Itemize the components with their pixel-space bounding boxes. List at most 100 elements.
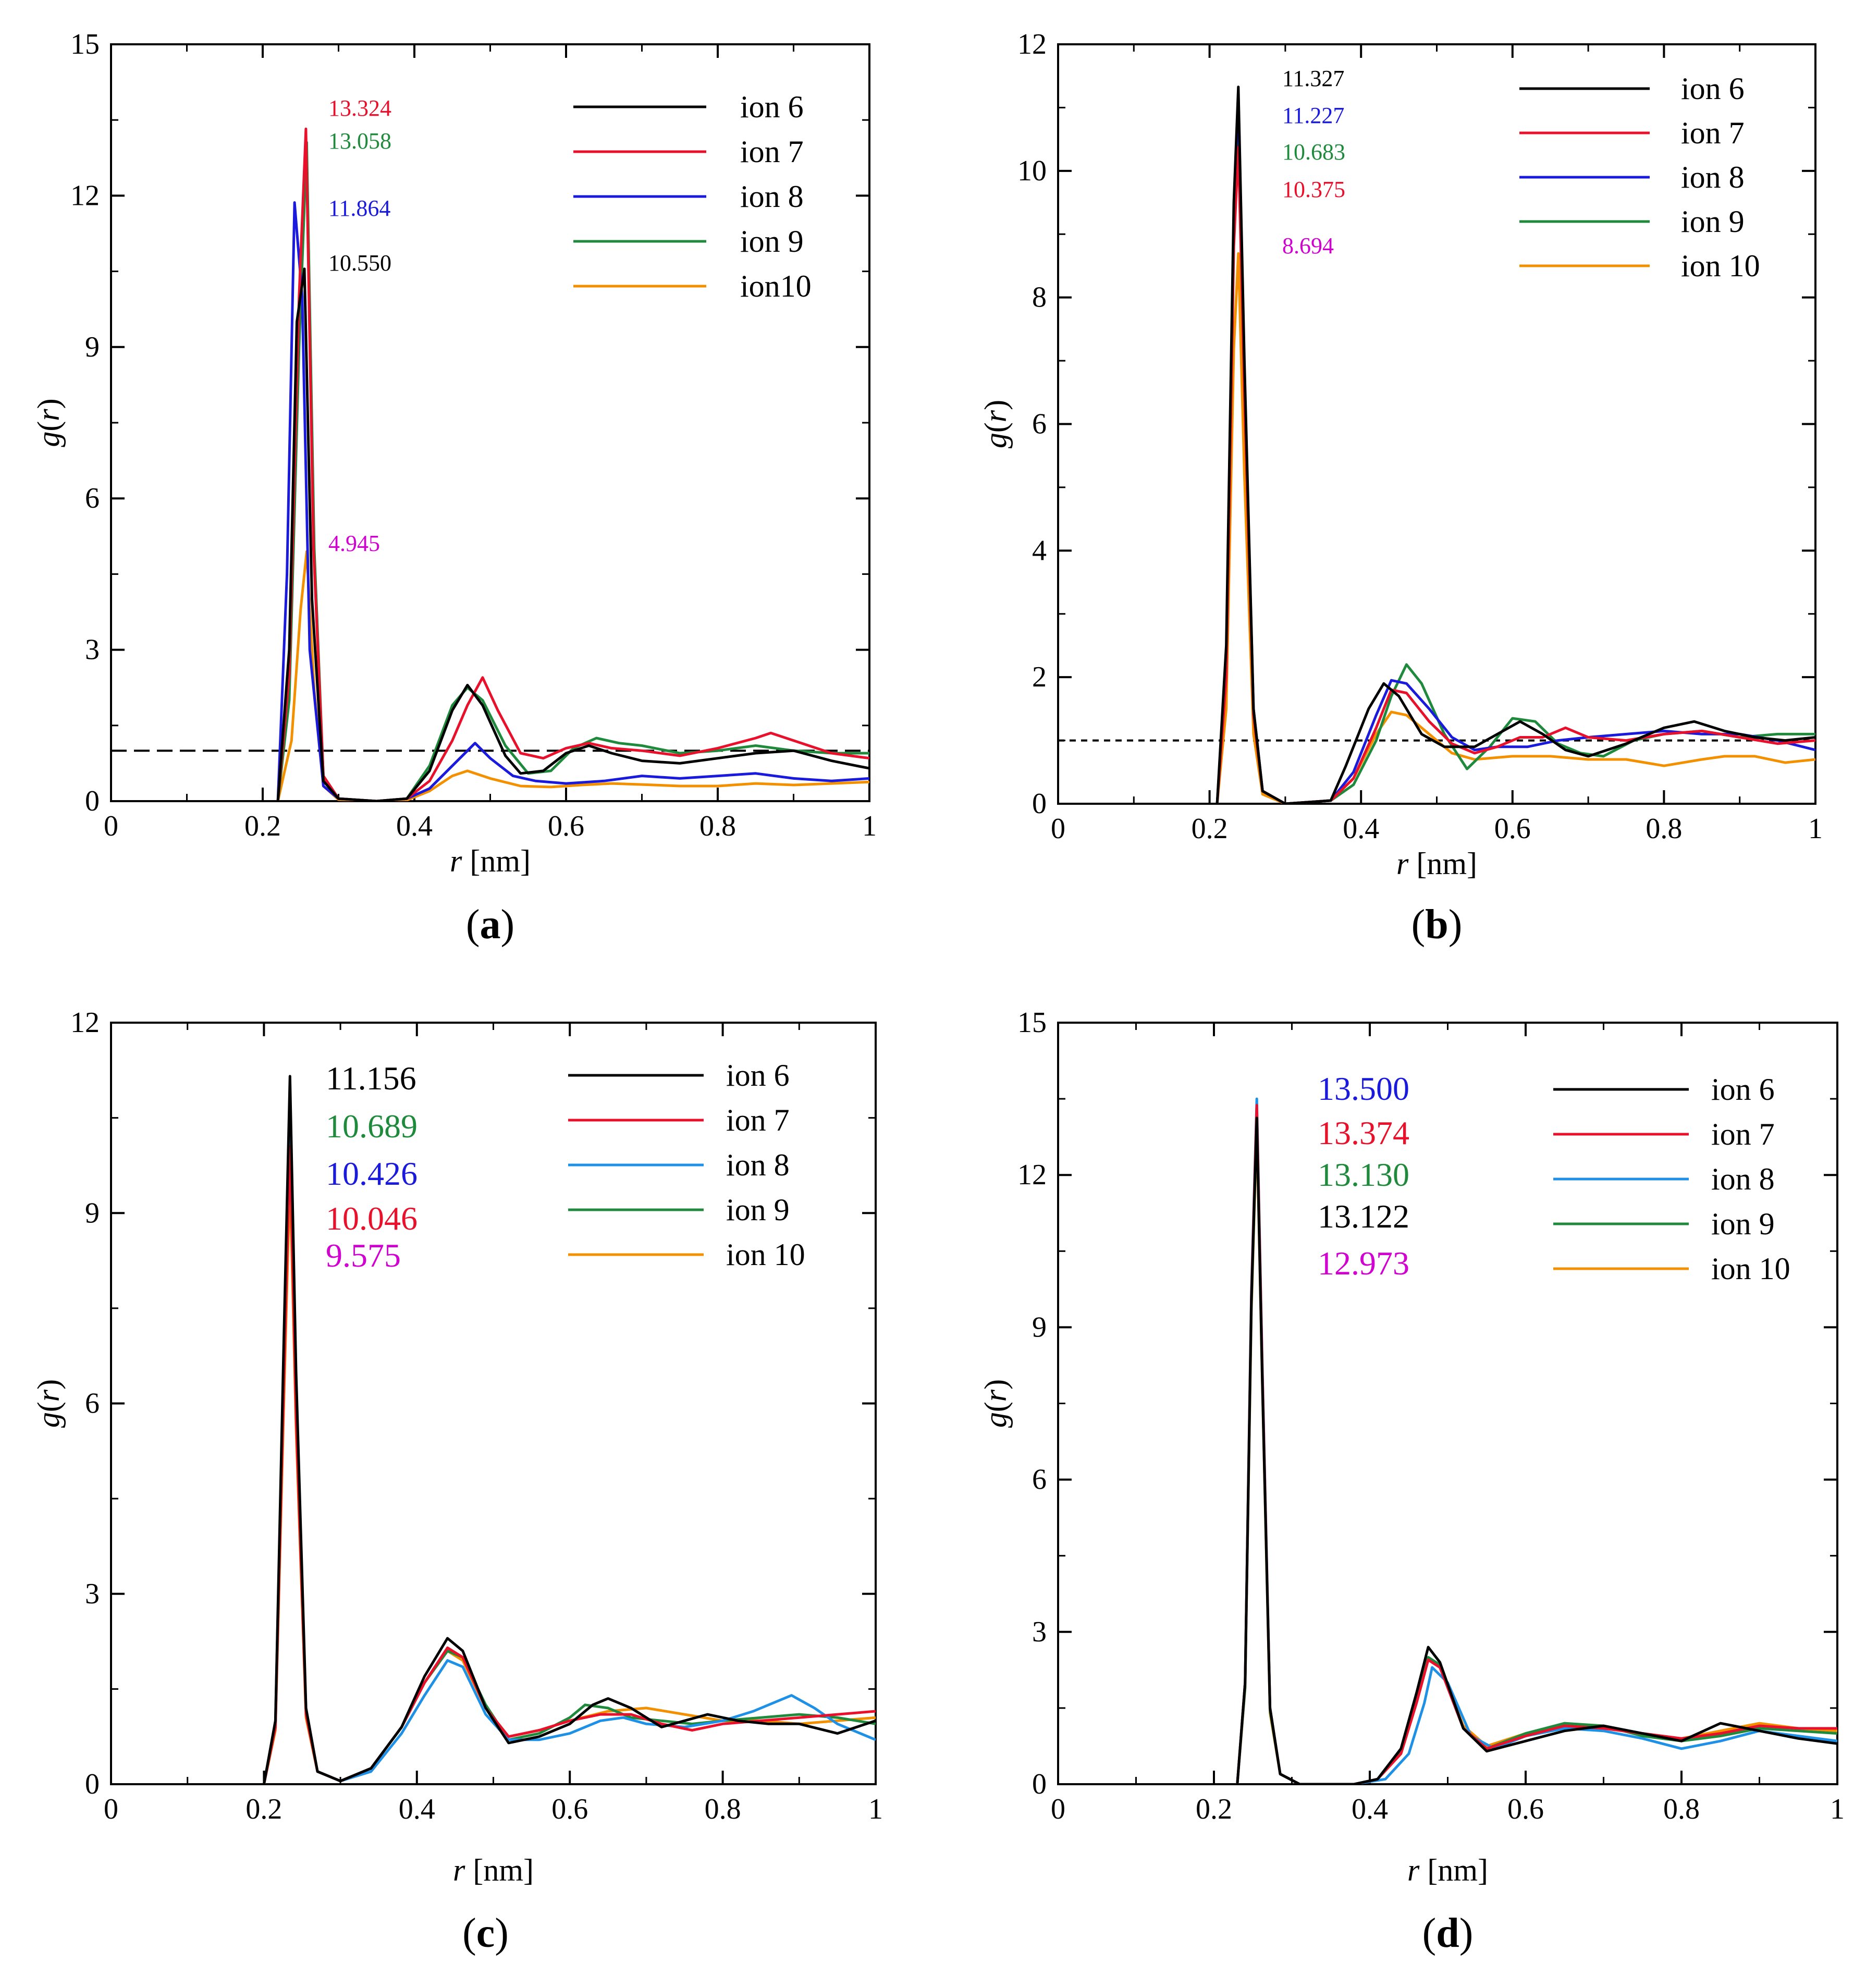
- legend-label: ion10: [740, 269, 812, 303]
- peak-annotation: 11.327: [1282, 66, 1344, 91]
- x-axis-label: r [nm]: [450, 844, 531, 878]
- x-tick-label: 0.2: [245, 1793, 282, 1825]
- x-tick-label: 0.4: [396, 810, 433, 842]
- y-tick-label: 3: [85, 1578, 100, 1610]
- caption-paren-close: ): [495, 1910, 509, 1956]
- x-tick-label: 0.8: [699, 810, 736, 842]
- x-tick-label: 1: [868, 1793, 883, 1825]
- y-tick-label: 12: [1017, 1159, 1047, 1191]
- legend: ion 6 ion 7 ion 8 ion 9 ion 10: [1553, 1072, 1790, 1286]
- series-line-ion-6: [1236, 1116, 1837, 1784]
- x-tick-label: 1: [862, 810, 877, 842]
- legend-label: ion 6: [740, 90, 804, 124]
- y-axis-paren-open: (: [31, 421, 66, 432]
- legend-label: ion 7: [1681, 116, 1745, 150]
- peak-annotation: 4.945: [328, 531, 380, 556]
- y-axis-label: g(r): [978, 1379, 1013, 1428]
- y-tick-label: 3: [85, 634, 100, 666]
- y-tick-label: 6: [1032, 408, 1047, 440]
- y-axis-paren-close: ): [31, 398, 66, 409]
- peak-annotation: 10.689: [326, 1108, 418, 1145]
- legend-label: ion 10: [726, 1237, 805, 1272]
- caption-letter: a: [480, 902, 501, 948]
- peak-annotation: 13.122: [1318, 1198, 1409, 1235]
- y-tick-label: 0: [1032, 788, 1047, 820]
- x-axis-var: r: [1407, 1853, 1420, 1887]
- caption-letter: c: [476, 1910, 495, 1956]
- peak-annotation: 12.973: [1318, 1245, 1409, 1282]
- panel-caption: (d): [1422, 1910, 1474, 1956]
- x-tick-label: 0: [1051, 1793, 1065, 1825]
- legend-label: ion 9: [1711, 1207, 1775, 1241]
- peak-annotation: 8.694: [1282, 233, 1334, 259]
- x-axis-label: r [nm]: [453, 1853, 534, 1887]
- y-tick-label: 6: [1032, 1464, 1047, 1496]
- y-tick-label: 9: [1032, 1311, 1047, 1343]
- x-tick-label: 0.6: [551, 1793, 588, 1825]
- caption-letter: d: [1436, 1910, 1459, 1956]
- peak-annotation: 9.575: [326, 1237, 401, 1274]
- legend-label: ion 8: [740, 179, 804, 214]
- series-line-ion10: [276, 550, 869, 801]
- caption-paren-close: ): [501, 902, 515, 948]
- peak-annotation: 13.130: [1318, 1156, 1409, 1193]
- legend-label: ion 8: [1681, 160, 1745, 194]
- x-axis-var: r: [450, 844, 462, 878]
- series-group: [276, 127, 869, 801]
- y-tick-label: 12: [70, 179, 100, 212]
- x-tick-label: 0.8: [705, 1793, 741, 1825]
- caption-paren-open: (: [1422, 1910, 1437, 1956]
- x-tick-label: 0.6: [548, 810, 584, 842]
- x-tick-label: 0.4: [1343, 813, 1379, 845]
- panel-caption: (c): [462, 1910, 509, 1956]
- y-tick-label: 3: [1032, 1616, 1047, 1648]
- x-tick-label: 0.6: [1507, 1793, 1544, 1825]
- caption-paren-open: (: [466, 902, 480, 948]
- y-axis-var: r: [978, 1389, 1013, 1402]
- x-axis-unit: [nm]: [1408, 846, 1477, 881]
- y-tick-label: 6: [85, 1388, 100, 1420]
- y-axis-paren-open: (: [978, 1402, 1013, 1412]
- legend-label: ion 7: [726, 1103, 790, 1137]
- x-axis-label: r [nm]: [1407, 1853, 1488, 1887]
- legend: ion 6 ion 7 ion 8 ion 9 ion 10: [1519, 71, 1760, 283]
- y-tick-label: 8: [1032, 281, 1047, 314]
- y-axis-paren-close: ): [31, 1379, 66, 1390]
- caption-paren-close: ): [1459, 1910, 1474, 1956]
- caption-letter: b: [1425, 902, 1448, 948]
- y-axis-label: g(r): [31, 398, 66, 447]
- x-tick-label: 0.2: [1196, 1793, 1232, 1825]
- legend-label: ion 7: [1711, 1117, 1775, 1151]
- legend: ion 6 ion 7 ion 8 ion 9 ion10: [573, 90, 812, 303]
- legend-label: ion 6: [1681, 71, 1745, 106]
- legend-label: ion 9: [726, 1193, 790, 1227]
- y-tick-label: 0: [85, 785, 100, 817]
- x-tick-label: 0.8: [1663, 1793, 1700, 1825]
- legend-label: ion 8: [726, 1148, 790, 1182]
- x-tick-label: 0.2: [1192, 813, 1228, 845]
- y-tick-label: 10: [1017, 155, 1047, 187]
- series-line-ion-6: [262, 1075, 876, 1784]
- series-group: [1216, 85, 1815, 804]
- panel-caption: (a): [466, 902, 514, 948]
- y-axis-fn: g: [31, 432, 66, 447]
- peak-annotation: 13.374: [1318, 1114, 1409, 1151]
- x-tick-label: 0.4: [1352, 1793, 1388, 1825]
- peak-annotation: 13.500: [1318, 1070, 1409, 1107]
- y-axis-label: g(r): [31, 1379, 66, 1428]
- series-line-ion-6: [276, 267, 869, 801]
- legend: ion 6 ion 7 ion 8 ion 9 ion 10: [568, 1058, 805, 1272]
- x-tick-label: 0.8: [1646, 813, 1682, 845]
- legend-label: ion 9: [740, 224, 804, 259]
- legend-label: ion 9: [1681, 204, 1745, 239]
- y-tick-label: 9: [85, 331, 100, 363]
- series-line-ion-7: [276, 127, 869, 801]
- y-tick-label: 9: [85, 1197, 100, 1229]
- peak-annotation: 11.864: [328, 195, 390, 221]
- series-group: [1236, 1097, 1837, 1784]
- y-tick-label: 0: [85, 1768, 100, 1800]
